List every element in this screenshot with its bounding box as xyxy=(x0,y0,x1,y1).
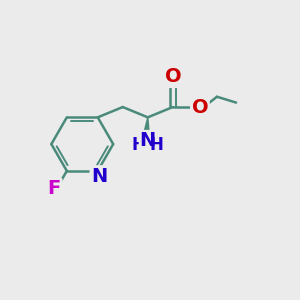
Text: H: H xyxy=(131,136,145,154)
Text: F: F xyxy=(48,179,61,198)
Text: O: O xyxy=(192,98,208,116)
Text: N: N xyxy=(91,167,107,186)
Text: O: O xyxy=(164,68,181,86)
Polygon shape xyxy=(143,117,149,135)
Text: N: N xyxy=(140,131,156,150)
Text: H: H xyxy=(150,136,164,154)
